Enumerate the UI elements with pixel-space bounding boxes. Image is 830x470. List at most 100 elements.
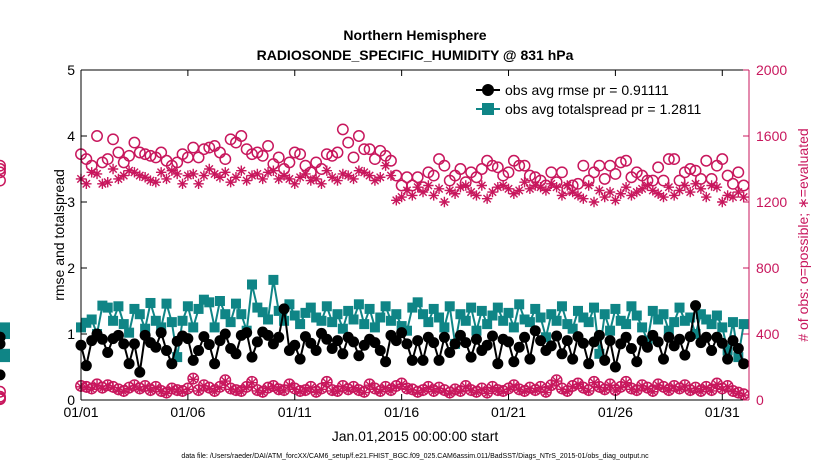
legend-rmse-label: obs avg rmse pr = 0.91111 <box>505 82 669 98</box>
point-s5-50 <box>343 384 354 396</box>
point-s1-122 <box>727 317 738 328</box>
point-s5-17 <box>166 384 178 395</box>
point-s2-55 <box>368 153 381 166</box>
point-s5-51 <box>348 382 359 393</box>
point-s2-71 <box>454 163 467 175</box>
point-s1-91 <box>562 319 573 330</box>
point-s1-61 <box>401 325 412 336</box>
point-s0-7 <box>112 329 124 341</box>
point-s1-66 <box>428 303 439 314</box>
point-s5-46 <box>321 377 333 388</box>
point-s0-24 <box>203 339 215 351</box>
point-s5-23 <box>198 380 210 392</box>
point-s2-66 <box>427 169 440 182</box>
point-s1-85 <box>530 303 541 314</box>
point-s3-120 <box>717 196 728 208</box>
point-s5-15 <box>155 386 167 397</box>
point-s2-108 <box>652 161 665 174</box>
point-s1-98 <box>599 309 610 320</box>
point-s1-100 <box>610 303 621 314</box>
point-s3-60 <box>396 191 407 203</box>
point-s5-55 <box>369 384 381 395</box>
point-s2-126 <box>0 166 6 179</box>
point-s0-95 <box>583 358 595 370</box>
point-s0-80 <box>503 336 515 348</box>
point-s5-97 <box>594 382 605 393</box>
point-s3-90 <box>556 190 568 201</box>
point-s0-115 <box>690 300 702 312</box>
point-s5-32 <box>246 377 258 388</box>
point-s5-80 <box>503 384 514 395</box>
point-s1-64 <box>418 309 429 320</box>
point-s2-58 <box>385 154 397 167</box>
point-s3-97 <box>594 185 605 196</box>
point-s3-20 <box>182 170 194 181</box>
point-s5-53 <box>359 387 370 398</box>
point-s1-33 <box>252 302 263 313</box>
point-s1-6 <box>108 315 119 326</box>
point-s1-22 <box>193 303 204 314</box>
point-s1-65 <box>423 317 434 328</box>
point-s5-13 <box>145 385 156 397</box>
point-s2-74 <box>470 171 483 184</box>
point-s3-26 <box>214 172 226 183</box>
point-s3-53 <box>359 167 370 178</box>
point-s5-70 <box>449 384 461 396</box>
point-s5-20 <box>182 384 194 395</box>
point-s3-31 <box>241 175 252 186</box>
point-s1-110 <box>663 325 674 336</box>
point-s3-9 <box>123 165 135 176</box>
y-tick-label-5: 5 <box>67 62 75 78</box>
point-s1-18 <box>172 352 183 363</box>
point-s1-77 <box>487 310 498 321</box>
point-s0-112 <box>674 333 686 345</box>
point-s5-52 <box>353 385 365 397</box>
point-s3-71 <box>455 181 466 193</box>
point-s3-83 <box>519 177 530 188</box>
point-s5-109 <box>658 382 669 393</box>
point-s3-123 <box>733 186 744 198</box>
point-s3-103 <box>626 190 637 201</box>
point-s3-85 <box>530 180 541 191</box>
point-s5-104 <box>631 385 642 397</box>
point-s3-69 <box>444 185 455 196</box>
point-s5-29 <box>230 385 242 397</box>
y-tick-label-4: 4 <box>67 128 75 144</box>
point-s2-110 <box>662 153 675 166</box>
point-s2-30 <box>235 130 248 142</box>
point-s1-103 <box>626 301 637 312</box>
point-s1-45 <box>316 315 327 326</box>
point-s0-17 <box>166 358 178 370</box>
point-s1-7 <box>113 301 124 312</box>
point-s1-83 <box>519 314 530 325</box>
point-s3-50 <box>343 170 354 181</box>
point-s0-4 <box>96 333 108 345</box>
point-s5-124 <box>738 389 749 401</box>
point-s0-31 <box>241 327 253 339</box>
point-s1-126 <box>0 322 10 333</box>
point-s2-100 <box>609 168 622 180</box>
point-s2-84 <box>523 169 536 182</box>
y-right-tick-label-2: 800 <box>756 260 780 276</box>
point-s5-57 <box>380 382 391 393</box>
point-s1-123 <box>733 352 744 363</box>
point-s3-41 <box>294 172 306 183</box>
point-s5-30 <box>236 386 247 397</box>
point-s3-74 <box>471 190 482 201</box>
point-s2-50 <box>342 136 355 149</box>
point-s3-52 <box>353 165 365 176</box>
point-s1-120 <box>717 322 728 333</box>
point-s3-75 <box>476 180 487 191</box>
point-s5-113 <box>679 380 691 392</box>
point-s3-57 <box>380 160 391 171</box>
point-s5-73 <box>465 385 477 397</box>
point-s3-5 <box>102 177 113 188</box>
point-s3-55 <box>369 175 381 186</box>
point-s1-53 <box>359 319 370 330</box>
y-right-tick-label-5: 2000 <box>756 62 787 78</box>
point-s5-114 <box>685 385 696 397</box>
point-s3-39 <box>284 173 295 185</box>
point-s0-62 <box>406 354 418 366</box>
point-s2-34 <box>256 149 269 162</box>
point-s0-9 <box>123 358 135 370</box>
